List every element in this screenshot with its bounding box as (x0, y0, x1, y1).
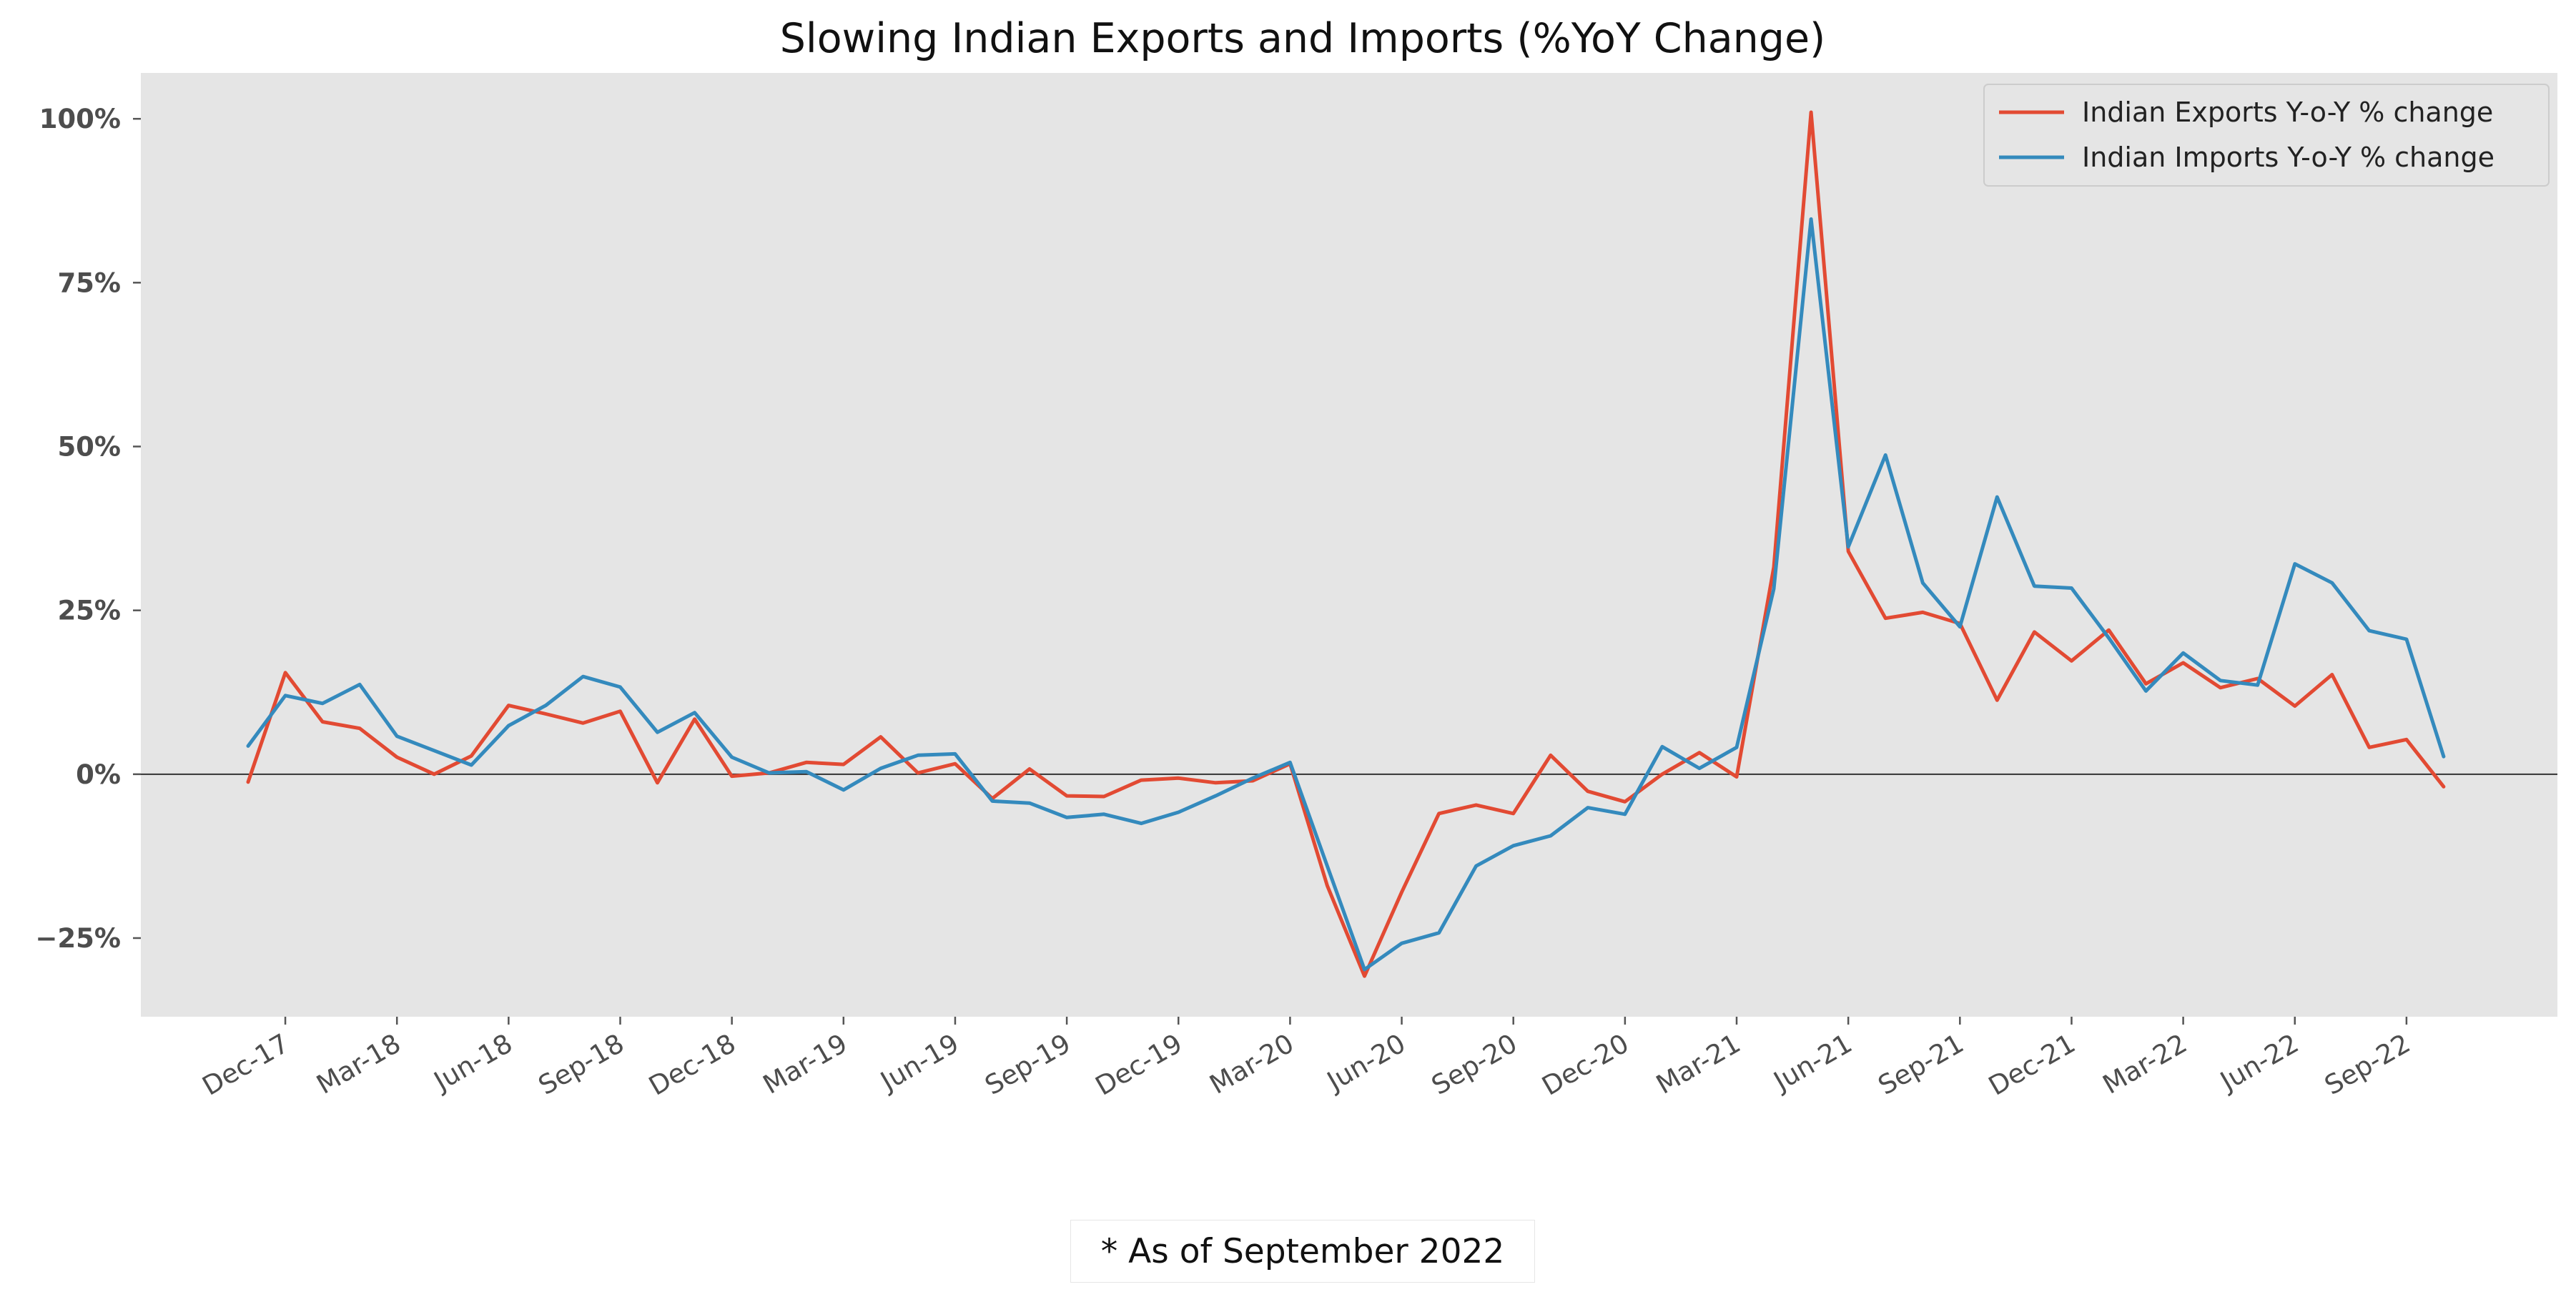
legend: Indian Exports Y-o-Y % change Indian Imp… (1983, 84, 2550, 187)
y-tick-label: 100% (39, 104, 121, 134)
imports-line (246, 217, 2446, 972)
exports-line (246, 110, 2446, 978)
x-tick-label: Dec-18 (643, 1028, 741, 1102)
x-tick-label: Sep-21 (1873, 1028, 1969, 1101)
x-axis: Dec-17 Mar-18 Jun-18 Sep-18 Dec-18 Mar-19 Jun-… (197, 1017, 2415, 1102)
y-tick-label: 75% (57, 267, 121, 298)
footnote: * As of September 2022 (1070, 1220, 1535, 1283)
plot-area (141, 73, 2557, 1017)
legend-imports-label: Indian Imports Y-o-Y % change (2082, 142, 2494, 173)
x-tick-label: Jun-20 (1321, 1028, 1411, 1098)
chart-title: Slowing Indian Exports and Imports (%YoY… (780, 15, 1826, 62)
x-tick-label: Jun-21 (1767, 1028, 1857, 1098)
x-tick-label: Mar-21 (1651, 1028, 1745, 1100)
x-tick-label: Jun-18 (428, 1028, 518, 1098)
x-tick-label: Sep-18 (533, 1028, 629, 1101)
x-tick-label: Sep-22 (2319, 1028, 2415, 1101)
y-tick-label: 50% (57, 432, 121, 463)
series-layer (246, 110, 2446, 978)
x-tick-label: Mar-19 (758, 1028, 852, 1100)
x-tick-label: Dec-20 (1537, 1028, 1634, 1102)
legend-box (1983, 84, 2550, 187)
x-tick-label: Mar-18 (311, 1028, 405, 1100)
y-axis: −25% 0% 25% 50% 75% 100% (35, 104, 141, 954)
x-tick-label: Dec-17 (197, 1028, 295, 1102)
legend-exports-label: Indian Exports Y-o-Y % change (2082, 97, 2493, 128)
x-tick-label: Mar-22 (2098, 1028, 2192, 1100)
y-tick-label: 0% (76, 759, 121, 790)
x-tick-label: Sep-19 (979, 1028, 1075, 1101)
y-tick-label: 25% (57, 596, 121, 626)
x-tick-label: Jun-22 (2214, 1028, 2304, 1098)
x-tick-label: Dec-21 (1983, 1028, 2081, 1102)
x-tick-label: Dec-19 (1090, 1028, 1188, 1102)
x-tick-label: Sep-20 (1426, 1028, 1522, 1101)
y-tick-label: −25% (35, 923, 121, 954)
x-tick-label: Mar-20 (1205, 1028, 1299, 1100)
x-tick-label: Jun-19 (874, 1028, 964, 1098)
